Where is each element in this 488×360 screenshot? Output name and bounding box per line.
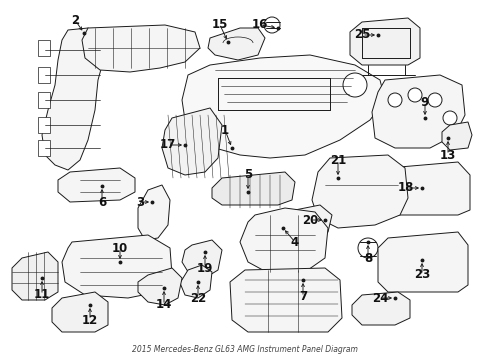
Circle shape bbox=[357, 238, 377, 258]
Text: 13: 13 bbox=[439, 149, 455, 162]
Polygon shape bbox=[138, 268, 182, 305]
Polygon shape bbox=[212, 172, 294, 205]
Polygon shape bbox=[62, 235, 172, 298]
Polygon shape bbox=[138, 185, 170, 240]
Text: 21: 21 bbox=[329, 153, 346, 166]
Polygon shape bbox=[377, 232, 467, 292]
Polygon shape bbox=[180, 265, 212, 298]
Polygon shape bbox=[82, 25, 200, 72]
Text: 2: 2 bbox=[71, 13, 79, 27]
Text: 9: 9 bbox=[420, 95, 428, 108]
Polygon shape bbox=[441, 122, 471, 150]
Polygon shape bbox=[240, 208, 327, 275]
Text: 10: 10 bbox=[112, 242, 128, 255]
Polygon shape bbox=[374, 162, 469, 215]
Bar bbox=[38, 40, 50, 56]
Text: 16: 16 bbox=[251, 18, 267, 31]
Text: 12: 12 bbox=[81, 314, 98, 327]
Polygon shape bbox=[349, 18, 419, 65]
Bar bbox=[38, 140, 50, 156]
Polygon shape bbox=[162, 108, 222, 175]
Polygon shape bbox=[12, 252, 58, 300]
Text: 4: 4 bbox=[290, 235, 299, 248]
Text: 3: 3 bbox=[136, 195, 144, 208]
Circle shape bbox=[387, 93, 401, 107]
Circle shape bbox=[442, 111, 456, 125]
Text: 1: 1 bbox=[221, 123, 228, 136]
Text: 8: 8 bbox=[363, 252, 371, 265]
Text: 25: 25 bbox=[353, 28, 369, 41]
Text: 17: 17 bbox=[160, 139, 176, 152]
Polygon shape bbox=[182, 240, 222, 278]
Polygon shape bbox=[371, 75, 464, 148]
Polygon shape bbox=[207, 28, 264, 60]
Bar bbox=[38, 67, 50, 83]
Text: 7: 7 bbox=[298, 291, 306, 303]
Text: 6: 6 bbox=[98, 195, 106, 208]
Polygon shape bbox=[182, 55, 384, 158]
Bar bbox=[38, 92, 50, 108]
Polygon shape bbox=[42, 28, 105, 170]
Text: 15: 15 bbox=[211, 18, 228, 31]
Text: 19: 19 bbox=[196, 261, 213, 274]
Text: 11: 11 bbox=[34, 288, 50, 302]
Text: 18: 18 bbox=[397, 181, 413, 194]
Text: 20: 20 bbox=[301, 213, 318, 226]
Circle shape bbox=[407, 88, 421, 102]
Circle shape bbox=[264, 17, 280, 33]
Polygon shape bbox=[287, 205, 331, 238]
Circle shape bbox=[427, 93, 441, 107]
Polygon shape bbox=[229, 268, 341, 332]
Text: 5: 5 bbox=[244, 168, 252, 181]
Polygon shape bbox=[58, 168, 135, 202]
Text: 14: 14 bbox=[156, 298, 172, 311]
Polygon shape bbox=[351, 292, 409, 325]
Text: 23: 23 bbox=[413, 269, 429, 282]
Text: 2015 Mercedes-Benz GL63 AMG Instrument Panel Diagram: 2015 Mercedes-Benz GL63 AMG Instrument P… bbox=[131, 346, 357, 355]
Polygon shape bbox=[311, 155, 407, 228]
Text: 24: 24 bbox=[371, 292, 387, 305]
Circle shape bbox=[342, 73, 366, 97]
Bar bbox=[38, 117, 50, 133]
Text: 22: 22 bbox=[189, 292, 206, 305]
Polygon shape bbox=[52, 292, 108, 332]
